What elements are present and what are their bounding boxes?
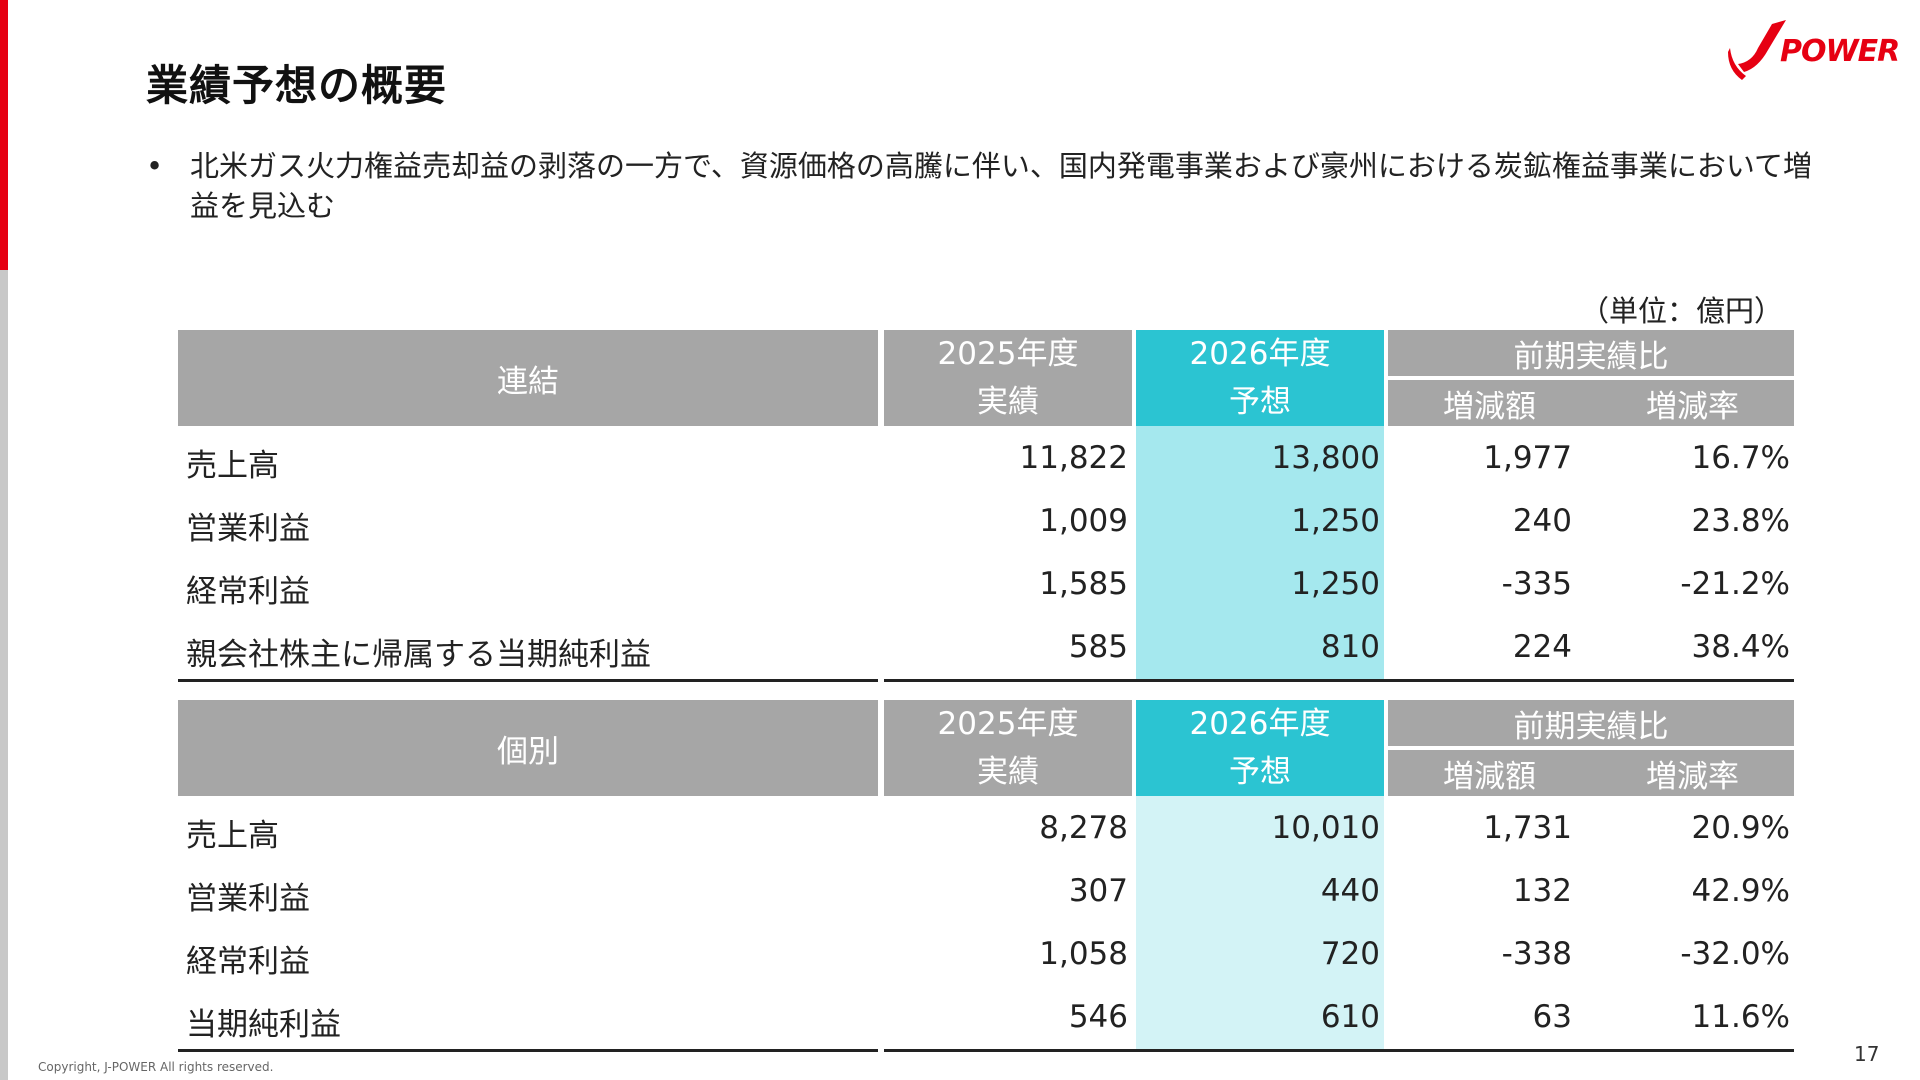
- bottom-rule: [178, 1049, 878, 1052]
- cell-fy2026: 1,250: [1291, 566, 1380, 602]
- row-label: 経常利益: [186, 944, 310, 980]
- table-header-label: 連結: [178, 330, 878, 426]
- accent-bar: [0, 0, 8, 270]
- cell-fy2025: 8,278: [1039, 810, 1128, 846]
- j-power-logo: POWER: [1728, 20, 1908, 82]
- side-bar: [0, 270, 8, 1080]
- cell-fy2026: 720: [1320, 936, 1380, 972]
- bottom-rule: [178, 679, 878, 682]
- table-row: 売上高 11,822 13,800 1,977 16.7%: [178, 428, 1794, 491]
- cell-rate: 20.9%: [1691, 810, 1790, 846]
- cell-fy2025: 585: [1068, 629, 1128, 665]
- header-fy2025: 2025年度 実績: [884, 700, 1132, 796]
- table-row: 経常利益 1,058 720 -338 -32.0%: [178, 924, 1794, 987]
- cell-change: 1,977: [1483, 440, 1572, 476]
- row-label: 営業利益: [186, 881, 310, 917]
- cell-fy2026: 440: [1320, 873, 1380, 909]
- header-fy2025: 2025年度 実績: [884, 330, 1132, 426]
- header-comparison: 前期実績比: [1388, 330, 1794, 376]
- row-label: 営業利益: [186, 511, 310, 547]
- header-fy2026-year: 2026年度: [1189, 706, 1331, 742]
- table-row: 親会社株主に帰属する当期純利益 585 810 224 38.4%: [178, 617, 1794, 680]
- header-fy2025-type: 実績: [977, 384, 1039, 420]
- cell-change: 63: [1532, 999, 1572, 1035]
- table-row: 営業利益 307 440 132 42.9%: [178, 861, 1794, 924]
- cell-change: -338: [1501, 936, 1572, 972]
- cell-fy2025: 1,009: [1039, 503, 1128, 539]
- header-fy2026: 2026年度 予想: [1136, 700, 1384, 796]
- table-row: 売上高 8,278 10,010 1,731 20.9%: [178, 798, 1794, 861]
- header-rate: 増減率: [1646, 758, 1739, 795]
- header-rate: 増減率: [1646, 388, 1739, 425]
- cell-fy2026: 13,800: [1271, 440, 1380, 476]
- header-comparison: 前期実績比: [1388, 700, 1794, 746]
- page-title: 業績予想の概要: [146, 61, 448, 110]
- cell-change: 240: [1512, 503, 1572, 539]
- bottom-rule: [884, 679, 1794, 682]
- header-fy2026-year: 2026年度: [1189, 336, 1331, 372]
- row-label: 経常利益: [186, 574, 310, 610]
- cell-fy2026: 1,250: [1291, 503, 1380, 539]
- cell-fy2026: 810: [1320, 629, 1380, 665]
- cell-fy2026: 10,010: [1271, 810, 1380, 846]
- header-fy2026-type: 予想: [1229, 754, 1291, 790]
- cell-fy2025: 1,585: [1039, 566, 1128, 602]
- header-comparison-sub: 増減額 増減率: [1388, 750, 1794, 796]
- cell-fy2025: 1,058: [1039, 936, 1128, 972]
- header-fy2025-year: 2025年度: [937, 706, 1079, 742]
- header-comparison-sub: 増減額 増減率: [1388, 380, 1794, 426]
- cell-rate: 38.4%: [1691, 629, 1790, 665]
- nonconsolidated-table: 個別 2025年度 実績 2026年度 予想 前期実績比 増減額 増減率 売上高…: [178, 700, 1794, 1052]
- highlight-column-bg: [1136, 426, 1384, 682]
- table-row: 営業利益 1,009 1,250 240 23.8%: [178, 491, 1794, 554]
- copyright: Copyright, J-POWER All rights reserved.: [38, 1060, 274, 1074]
- table-row: 当期純利益 546 610 63 11.6%: [178, 987, 1794, 1050]
- row-label: 親会社株主に帰属する当期純利益: [186, 637, 651, 673]
- row-label: 売上高: [186, 448, 279, 484]
- header-change: 増減額: [1443, 758, 1536, 795]
- cell-fy2025: 307: [1068, 873, 1128, 909]
- cell-fy2025: 546: [1068, 999, 1128, 1035]
- header-fy2025-type: 実績: [977, 754, 1039, 790]
- consolidated-table: 連結 2025年度 実績 2026年度 予想 前期実績比 増減額 増減率 売上高…: [178, 330, 1794, 682]
- header-fy2025-year: 2025年度: [937, 336, 1079, 372]
- cell-rate: -32.0%: [1680, 936, 1790, 972]
- cell-fy2025: 11,822: [1019, 440, 1128, 476]
- bullet-dot: •: [146, 149, 164, 183]
- cell-rate: 23.8%: [1691, 503, 1790, 539]
- cell-change: 224: [1512, 629, 1572, 665]
- cell-rate: 11.6%: [1691, 999, 1790, 1035]
- cell-rate: 16.7%: [1691, 440, 1790, 476]
- header-fy2026: 2026年度 予想: [1136, 330, 1384, 426]
- cell-fy2026: 610: [1320, 999, 1380, 1035]
- row-label: 売上高: [186, 818, 279, 854]
- row-label: 当期純利益: [186, 1007, 341, 1043]
- j-power-logo-mark-icon: [1728, 20, 1786, 80]
- cell-rate: 42.9%: [1691, 873, 1790, 909]
- header-change: 増減額: [1443, 388, 1536, 425]
- bullet-text: 北米ガス火力権益売却益の剥落の一方で、資源価格の高騰に伴い、国内発電事業および豪…: [190, 149, 1812, 223]
- table-row: 経常利益 1,585 1,250 -335 -21.2%: [178, 554, 1794, 617]
- table-header-label: 個別: [178, 700, 878, 796]
- unit-label: （単位：億円）: [1580, 294, 1784, 328]
- page-number: 17: [1854, 1042, 1880, 1066]
- header-fy2026-type: 予想: [1229, 384, 1291, 420]
- logo-text: POWER: [1780, 34, 1900, 69]
- bottom-rule: [884, 1049, 1794, 1052]
- cell-change: 132: [1512, 873, 1572, 909]
- highlight-column-bg: [1136, 796, 1384, 1052]
- cell-change: 1,731: [1483, 810, 1572, 846]
- cell-rate: -21.2%: [1680, 566, 1790, 602]
- cell-change: -335: [1501, 566, 1572, 602]
